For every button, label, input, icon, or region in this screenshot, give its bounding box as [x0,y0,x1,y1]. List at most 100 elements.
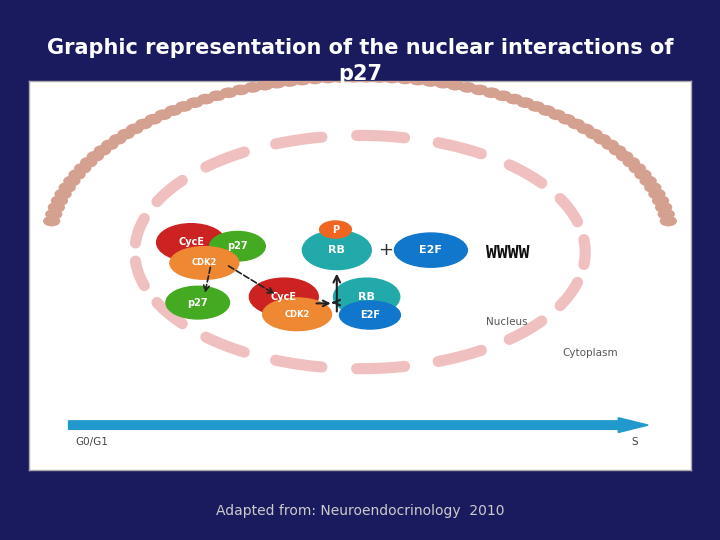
Circle shape [435,78,451,88]
Circle shape [136,119,152,129]
Circle shape [384,73,400,83]
Text: CDK2: CDK2 [192,259,217,267]
Circle shape [617,152,633,161]
Circle shape [660,217,676,226]
Circle shape [109,134,126,144]
Circle shape [652,196,668,205]
Text: Adapted from: Neuroendocrinology  2010: Adapted from: Neuroendocrinology 2010 [216,504,504,518]
Ellipse shape [339,301,400,329]
Circle shape [640,176,656,186]
Circle shape [577,124,593,133]
Circle shape [282,77,297,86]
Circle shape [75,164,91,173]
Circle shape [495,91,511,100]
Text: RB: RB [358,292,375,302]
Circle shape [483,88,499,97]
Circle shape [294,76,310,85]
Circle shape [198,94,214,104]
Circle shape [359,72,374,82]
Circle shape [506,94,522,104]
Circle shape [559,114,575,124]
Text: +: + [378,241,392,259]
Circle shape [459,83,475,92]
Circle shape [656,202,672,212]
Circle shape [166,106,181,115]
Circle shape [269,78,285,88]
Circle shape [549,110,564,119]
Circle shape [59,183,75,192]
Circle shape [87,152,103,161]
Circle shape [645,183,661,192]
Ellipse shape [333,278,400,315]
Text: Graphic representation of the nuclear interactions of
p27: Graphic representation of the nuclear in… [47,38,673,84]
Circle shape [55,190,71,199]
Circle shape [209,91,225,100]
Text: P: P [332,225,339,234]
Circle shape [658,210,674,219]
Circle shape [118,130,134,139]
Circle shape [568,119,584,129]
Ellipse shape [395,233,467,267]
Ellipse shape [263,298,331,330]
Text: RB: RB [328,245,346,255]
Circle shape [64,176,80,186]
Text: E2F: E2F [420,245,442,255]
Text: CycE: CycE [271,292,297,302]
Circle shape [346,72,361,82]
Text: Cytoplasm: Cytoplasm [563,348,618,358]
Text: CycE: CycE [178,238,204,247]
Ellipse shape [157,224,225,261]
Circle shape [46,210,62,219]
Circle shape [624,158,639,167]
Ellipse shape [210,232,265,261]
Circle shape [518,98,534,107]
Circle shape [447,80,463,90]
Circle shape [69,170,85,179]
Text: WWWW: WWWW [486,244,529,262]
Circle shape [127,124,143,133]
Circle shape [245,83,261,92]
Circle shape [52,196,68,205]
Circle shape [233,85,248,94]
Circle shape [423,77,438,86]
Text: G0/G1: G0/G1 [75,437,108,447]
Circle shape [307,74,323,84]
Circle shape [176,102,192,111]
Circle shape [602,140,618,150]
Circle shape [257,80,273,90]
Text: E2F: E2F [360,310,380,320]
Circle shape [44,217,60,226]
Ellipse shape [170,247,239,279]
Circle shape [472,85,487,94]
Circle shape [48,202,64,212]
Text: p27: p27 [227,241,248,251]
Circle shape [410,76,426,85]
Text: S: S [631,437,638,447]
Text: p27: p27 [187,298,208,308]
Circle shape [594,134,611,144]
Circle shape [539,106,554,115]
Ellipse shape [249,278,318,315]
Circle shape [221,88,237,97]
Circle shape [372,73,387,82]
Circle shape [649,190,665,199]
Ellipse shape [302,231,372,269]
Circle shape [145,114,161,124]
Circle shape [94,146,110,155]
Circle shape [635,170,651,179]
Ellipse shape [166,286,230,319]
Text: Nucleus: Nucleus [486,317,528,327]
Circle shape [629,164,645,173]
Circle shape [586,130,602,139]
Text: CDK2: CDK2 [284,310,310,319]
Circle shape [186,98,202,107]
Circle shape [81,158,96,167]
Circle shape [320,73,336,83]
Circle shape [156,110,171,119]
Ellipse shape [320,221,351,238]
Circle shape [397,74,413,84]
Circle shape [333,73,348,82]
Circle shape [102,140,118,150]
Circle shape [610,146,626,155]
Circle shape [528,102,544,111]
